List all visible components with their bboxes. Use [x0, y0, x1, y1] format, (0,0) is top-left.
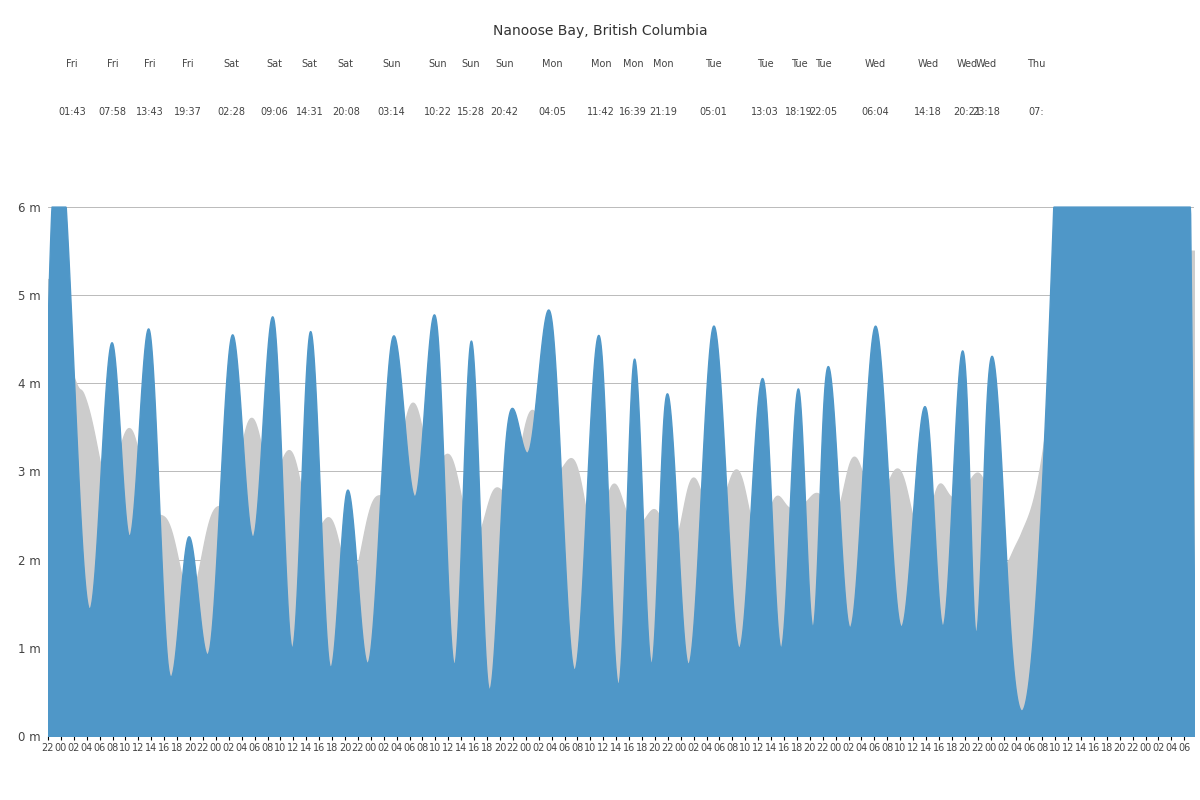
- Text: Mon: Mon: [623, 59, 643, 69]
- Text: Mon: Mon: [542, 59, 563, 69]
- Text: 15:28: 15:28: [457, 107, 485, 117]
- Text: Tue: Tue: [704, 59, 721, 69]
- Text: Sun: Sun: [428, 59, 448, 69]
- Text: Sat: Sat: [338, 59, 354, 69]
- Text: Fri: Fri: [107, 59, 118, 69]
- Text: Nanoose Bay, British Columbia: Nanoose Bay, British Columbia: [493, 24, 707, 38]
- Text: Sat: Sat: [301, 59, 318, 69]
- Text: 09:06: 09:06: [260, 107, 288, 117]
- Text: Sat: Sat: [266, 59, 283, 69]
- Text: 01:43: 01:43: [58, 107, 86, 117]
- Text: Sun: Sun: [383, 59, 401, 69]
- Text: 07:58: 07:58: [98, 107, 126, 117]
- Text: 10:22: 10:22: [424, 107, 451, 117]
- Text: 20:08: 20:08: [332, 107, 360, 117]
- Text: Thu: Thu: [1027, 59, 1045, 69]
- Text: Sat: Sat: [223, 59, 240, 69]
- Text: Sun: Sun: [496, 59, 514, 69]
- Text: Wed: Wed: [918, 59, 938, 69]
- Text: Fri: Fri: [181, 59, 193, 69]
- Text: Tue: Tue: [815, 59, 832, 69]
- Text: 11:42: 11:42: [587, 107, 616, 117]
- Text: 13:03: 13:03: [751, 107, 779, 117]
- Text: 14:31: 14:31: [295, 107, 324, 117]
- Text: 13:43: 13:43: [136, 107, 163, 117]
- Text: 14:18: 14:18: [914, 107, 942, 117]
- Text: 22:05: 22:05: [809, 107, 838, 117]
- Text: Sun: Sun: [461, 59, 480, 69]
- Text: Tue: Tue: [757, 59, 773, 69]
- Text: 02:28: 02:28: [217, 107, 246, 117]
- Text: 21:19: 21:19: [649, 107, 677, 117]
- Text: Mon: Mon: [590, 59, 612, 69]
- Text: Fri: Fri: [144, 59, 155, 69]
- Text: 19:37: 19:37: [174, 107, 202, 117]
- Text: 05:01: 05:01: [700, 107, 727, 117]
- Text: 06:04: 06:04: [860, 107, 889, 117]
- Text: 23:18: 23:18: [972, 107, 1000, 117]
- Text: 20:21: 20:21: [953, 107, 982, 117]
- Text: 04:05: 04:05: [538, 107, 566, 117]
- Text: Mon: Mon: [653, 59, 673, 69]
- Text: 03:14: 03:14: [378, 107, 406, 117]
- Text: Fri: Fri: [66, 59, 78, 69]
- Text: 18:19: 18:19: [785, 107, 812, 117]
- Text: Wed: Wed: [956, 59, 978, 69]
- Text: 16:39: 16:39: [619, 107, 647, 117]
- Text: 20:42: 20:42: [491, 107, 518, 117]
- Text: Wed: Wed: [864, 59, 886, 69]
- Text: Wed: Wed: [976, 59, 997, 69]
- Text: Tue: Tue: [791, 59, 808, 69]
- Text: 07:: 07:: [1028, 107, 1044, 117]
